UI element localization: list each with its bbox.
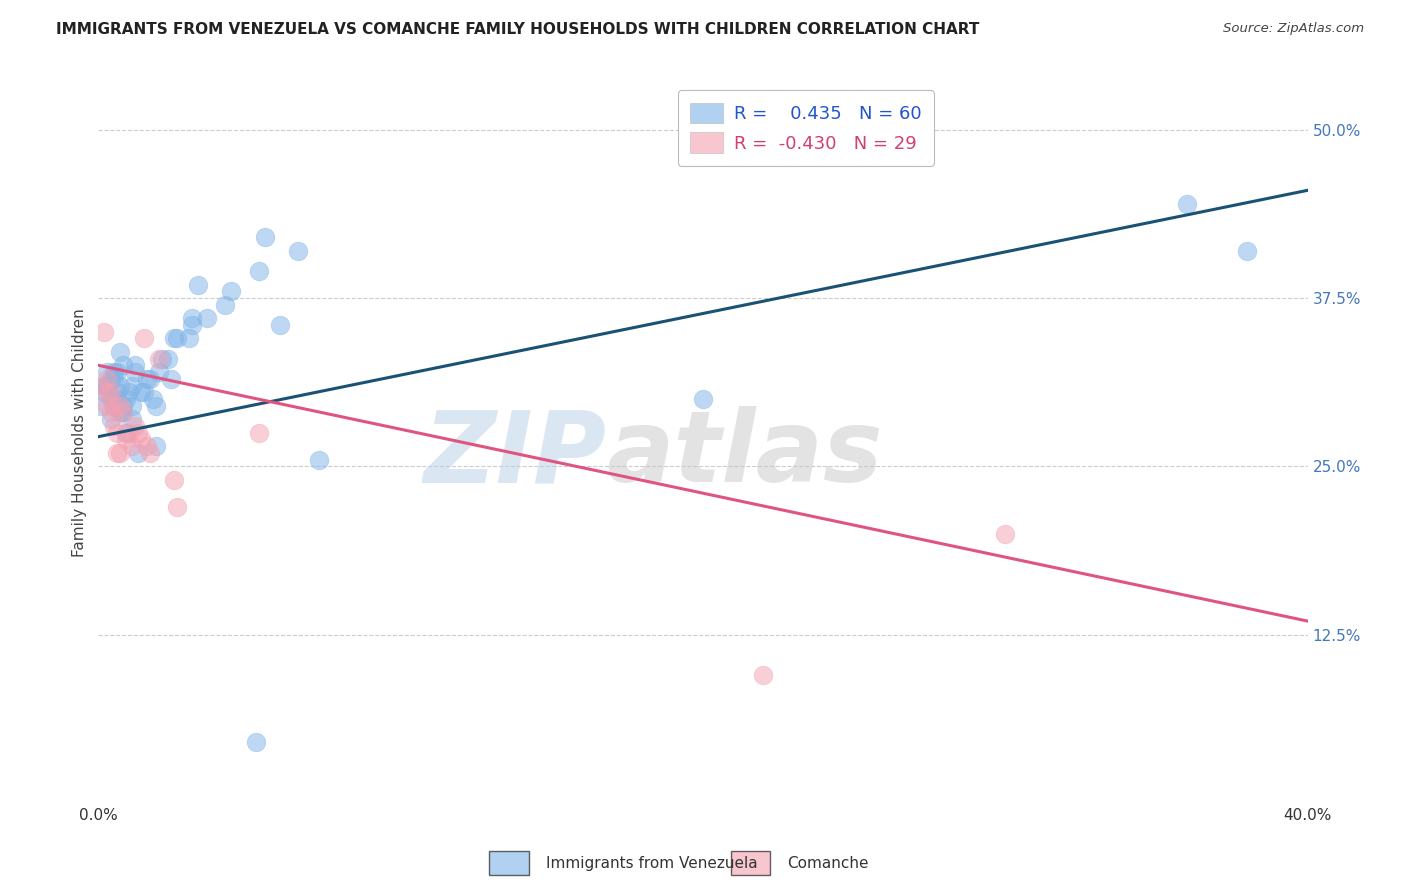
Point	[1175, 196, 1198, 211]
Point	[90, 399, 112, 413]
Point	[163, 473, 186, 487]
Point	[121, 439, 143, 453]
Point	[1236, 244, 1258, 258]
Point	[127, 425, 149, 440]
Point	[752, 668, 775, 682]
Point	[111, 405, 134, 419]
Point	[93, 325, 115, 339]
Point	[166, 500, 188, 514]
Point	[114, 433, 136, 447]
Point	[994, 526, 1017, 541]
Text: Comanche: Comanche	[787, 855, 869, 871]
Text: atlas: atlas	[606, 407, 883, 503]
Point	[105, 425, 128, 440]
Point	[108, 405, 131, 419]
Point	[129, 385, 152, 400]
Point	[96, 378, 118, 392]
Point	[108, 399, 131, 413]
Point	[96, 399, 118, 413]
Point	[114, 425, 136, 440]
Point	[121, 412, 143, 426]
Point	[145, 399, 167, 413]
Point	[247, 425, 270, 440]
Point	[148, 365, 170, 379]
Point	[121, 378, 143, 392]
Point	[247, 264, 270, 278]
Point	[221, 285, 243, 299]
Point	[96, 372, 118, 386]
Point	[214, 298, 236, 312]
Point	[108, 446, 131, 460]
Point	[118, 425, 141, 440]
Y-axis label: Family Households with Children: Family Households with Children	[72, 309, 87, 557]
FancyBboxPatch shape	[489, 851, 529, 875]
Point	[129, 433, 152, 447]
Point	[287, 244, 309, 258]
Text: ZIP: ZIP	[423, 407, 606, 503]
Point	[100, 392, 122, 406]
Point	[93, 378, 115, 392]
Point	[124, 365, 146, 379]
Point	[124, 418, 146, 433]
Text: IMMIGRANTS FROM VENEZUELA VS COMANCHE FAMILY HOUSEHOLDS WITH CHILDREN CORRELATIO: IMMIGRANTS FROM VENEZUELA VS COMANCHE FA…	[56, 22, 980, 37]
Point	[142, 392, 165, 406]
Point	[148, 351, 170, 366]
Point	[308, 452, 330, 467]
Point	[100, 412, 122, 426]
Point	[108, 378, 131, 392]
Point	[105, 365, 128, 379]
Point	[103, 365, 125, 379]
Point	[195, 311, 218, 326]
Point	[132, 385, 155, 400]
FancyBboxPatch shape	[731, 851, 770, 875]
Point	[163, 331, 186, 345]
Point	[135, 372, 157, 386]
Point	[103, 372, 125, 386]
Point	[103, 399, 125, 413]
Point	[135, 439, 157, 453]
Point	[100, 372, 122, 386]
Point	[100, 405, 122, 419]
Point	[187, 277, 209, 292]
Point	[111, 359, 134, 373]
Point	[121, 399, 143, 413]
Point	[245, 735, 267, 749]
Point	[90, 378, 112, 392]
Point	[166, 331, 188, 345]
Point	[160, 372, 183, 386]
Point	[692, 392, 714, 406]
Point	[179, 331, 201, 345]
Point	[105, 385, 128, 400]
Point	[108, 344, 131, 359]
Point	[103, 399, 125, 413]
Point	[100, 385, 122, 400]
Point	[127, 446, 149, 460]
Text: Source: ZipAtlas.com: Source: ZipAtlas.com	[1223, 22, 1364, 36]
Point	[156, 351, 179, 366]
Point	[139, 446, 162, 460]
Point	[103, 418, 125, 433]
Point	[118, 385, 141, 400]
Point	[132, 331, 155, 345]
Point	[96, 365, 118, 379]
Point	[145, 439, 167, 453]
Text: Immigrants from Venezuela: Immigrants from Venezuela	[546, 855, 758, 871]
Point	[96, 378, 118, 392]
Point	[111, 405, 134, 419]
Point	[114, 392, 136, 406]
Point	[181, 318, 204, 332]
Point	[181, 311, 204, 326]
Point	[150, 351, 173, 366]
Point	[253, 230, 276, 244]
Point	[93, 385, 115, 400]
Point	[269, 318, 291, 332]
Point	[139, 372, 162, 386]
Point	[103, 392, 125, 406]
Point	[124, 359, 146, 373]
Point	[105, 446, 128, 460]
Point	[111, 399, 134, 413]
Point	[96, 385, 118, 400]
Point	[105, 392, 128, 406]
Legend: R =    0.435   N = 60, R =  -0.430   N = 29: R = 0.435 N = 60, R = -0.430 N = 29	[678, 90, 934, 166]
